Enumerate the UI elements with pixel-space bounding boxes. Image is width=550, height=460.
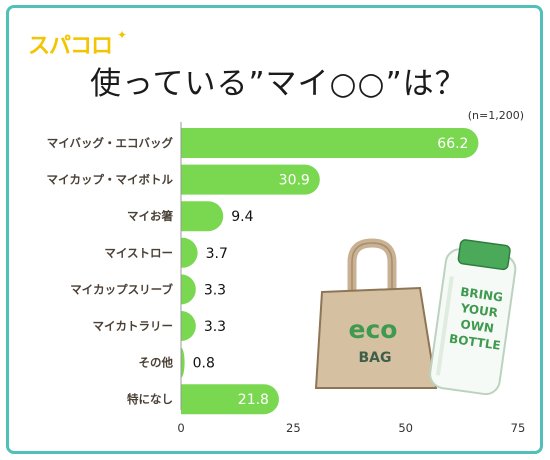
- logo-sparkle-icon: ✦: [117, 28, 128, 42]
- value-label: 3.3: [204, 319, 226, 335]
- bar: [181, 311, 196, 341]
- category-label: 特になし: [127, 392, 173, 406]
- bar: [181, 347, 185, 378]
- bottle-text-2: YOUR: [459, 301, 499, 320]
- x-tick-label: 50: [398, 421, 413, 435]
- value-label: 0.8: [193, 356, 215, 372]
- category-label: その他: [139, 356, 174, 370]
- bar: [181, 128, 479, 158]
- value-label: 3.3: [204, 282, 226, 298]
- bottle-text-3: OWN: [460, 317, 495, 336]
- bottle-icon: BRING YOUR OWN BOTTLE: [429, 239, 517, 396]
- sample-size-note: (n=1,200): [467, 109, 524, 122]
- bar: [181, 237, 198, 268]
- value-label: 3.7: [206, 246, 228, 262]
- category-label: マイバッグ・エコバッグ: [47, 136, 174, 150]
- bar: [181, 384, 279, 415]
- bar: [181, 164, 320, 195]
- bottle-text-1: BRING: [459, 285, 503, 305]
- value-label: 21.8: [238, 392, 269, 408]
- brand-logo: スパコロ: [28, 34, 113, 59]
- bar: [181, 201, 224, 232]
- eco-bag-icon: eco BAG: [314, 238, 438, 389]
- x-tick-label: 75: [511, 421, 526, 435]
- category-label: マイカップ・マイボトル: [47, 173, 174, 187]
- value-label: 9.4: [231, 209, 253, 225]
- bag-eco-text: eco: [349, 315, 398, 344]
- value-label: 66.2: [437, 136, 468, 152]
- chart-title: 使っている”マイ○○”は？: [90, 66, 467, 102]
- eco-illustration: eco BAG BRING YOUR OWN BOTTLE: [314, 238, 517, 396]
- bar: [181, 274, 196, 305]
- x-tick-label: 25: [286, 421, 301, 435]
- category-label: マイカトラリー: [93, 319, 174, 333]
- category-label: マイストロー: [104, 246, 173, 260]
- category-label: マイカップスリーブ: [70, 282, 173, 296]
- bag-label-text: BAG: [359, 350, 392, 366]
- x-tick-label: 0: [177, 421, 184, 435]
- value-label: 30.9: [279, 173, 310, 189]
- category-label: マイお箸: [127, 209, 173, 223]
